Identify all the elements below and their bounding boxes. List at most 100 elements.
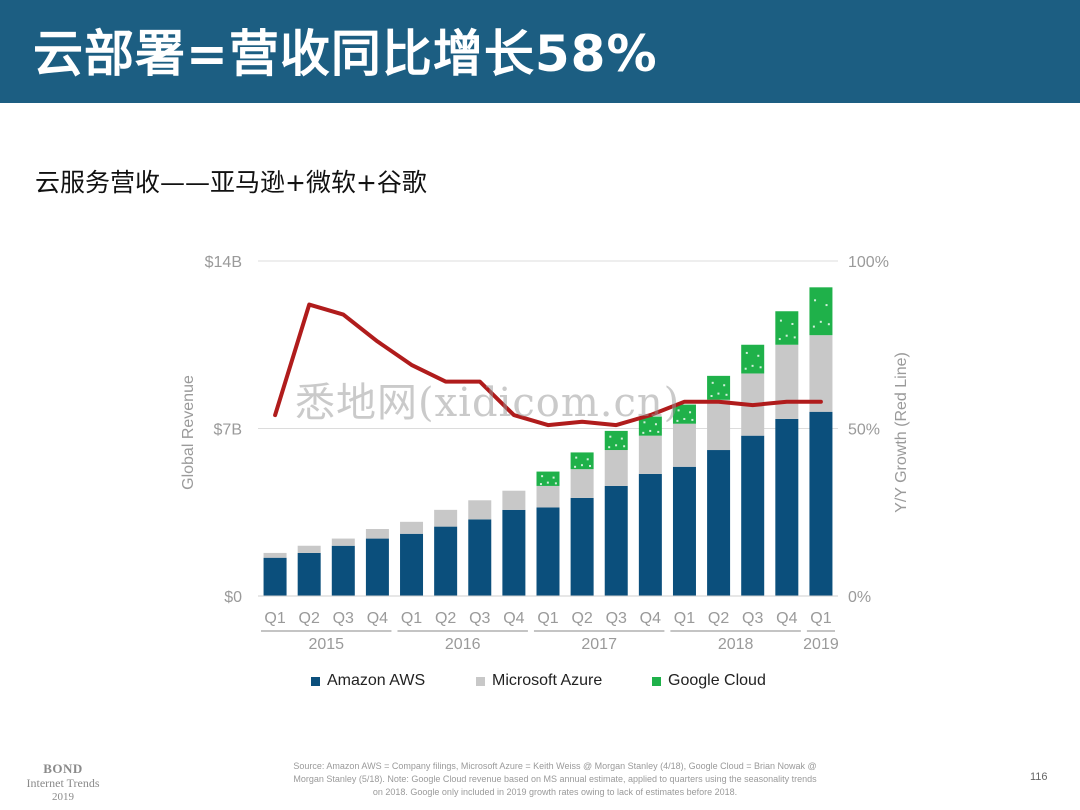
legend-label-google: Google Cloud xyxy=(668,672,766,689)
bar-azure xyxy=(775,344,799,419)
year-label: 2018 xyxy=(718,636,754,653)
x-tick-label: Q1 xyxy=(537,610,558,627)
bar-azure xyxy=(400,521,424,534)
bar-google-dot xyxy=(575,456,578,459)
x-tick-label: Q4 xyxy=(367,610,388,627)
chart-legend: Amazon AWS Microsoft Azure Google Cloud xyxy=(0,672,1080,696)
bar-google-dot xyxy=(711,381,714,384)
bar-google-dot xyxy=(642,431,645,434)
bar-google-dot xyxy=(608,446,611,449)
bar-google-dot xyxy=(546,481,549,484)
bar-google-dot xyxy=(819,320,822,323)
bond-year: 2019 xyxy=(52,791,74,803)
bar-aws xyxy=(775,418,799,596)
year-label: 2016 xyxy=(445,636,481,653)
bar-aws xyxy=(263,557,287,596)
bar-google-dot xyxy=(689,411,692,414)
bar-azure xyxy=(502,490,526,510)
bar-google-dot xyxy=(676,419,679,422)
bar-google-dot xyxy=(751,364,754,367)
year-label: 2019 xyxy=(803,636,839,653)
page-title: 云部署=营收同比增长58% xyxy=(33,25,658,83)
bar-google-dot xyxy=(541,475,544,478)
bar-google-dot xyxy=(723,384,726,387)
bar-google xyxy=(638,416,662,436)
bar-google-dot xyxy=(759,366,762,369)
y2-tick-label: 100% xyxy=(848,254,889,271)
y2-tick-label: 50% xyxy=(848,422,880,439)
x-tick-label: Q3 xyxy=(742,610,763,627)
bar-google-dot xyxy=(552,476,555,479)
bar-google-dot xyxy=(649,429,652,432)
bar-google-dot xyxy=(643,421,646,424)
bar-google-dot xyxy=(812,325,815,328)
bar-google-dot xyxy=(554,482,557,485)
bar-google-dot xyxy=(778,338,781,341)
x-tick-label: Q4 xyxy=(640,610,661,627)
bar-google-dot xyxy=(580,464,583,467)
bar-google-dot xyxy=(623,445,626,448)
bar-google-dot xyxy=(586,458,589,461)
bar-azure xyxy=(297,545,321,553)
bar-google-dot xyxy=(745,351,748,354)
x-tick-label: Q3 xyxy=(606,610,627,627)
watermark-text: 悉地网(xidicom.cn) xyxy=(295,380,681,426)
bar-google-dot xyxy=(657,430,660,433)
source-line-3: on 2018. Google only included in 2019 gr… xyxy=(372,787,738,797)
title-bar: 云部署=营收同比增长58% xyxy=(0,0,1080,103)
bar-azure xyxy=(331,538,355,546)
bar-google-dot xyxy=(539,483,542,486)
bar-google-dot xyxy=(744,367,747,370)
y-axis-title: Global Revenue xyxy=(180,375,197,490)
legend-item-google: Google Cloud xyxy=(652,672,766,690)
x-tick-label: Q1 xyxy=(264,610,285,627)
bar-aws xyxy=(672,466,696,596)
year-label: 2015 xyxy=(308,636,344,653)
bar-google-dot xyxy=(717,392,720,395)
bar-aws xyxy=(707,450,731,596)
bar-aws xyxy=(570,497,594,596)
legend-item-aws: Amazon AWS xyxy=(311,672,425,690)
bond-report: Internet Trends xyxy=(26,776,100,790)
y-tick-label: $7B xyxy=(214,422,242,439)
bar-google-dot xyxy=(825,304,828,307)
legend-label-azure: Microsoft Azure xyxy=(492,672,603,689)
bar-azure xyxy=(809,335,833,412)
bar-azure xyxy=(638,435,662,474)
y2-tick-label: 0% xyxy=(848,589,871,606)
y2-axis-title: Y/Y Growth (Red Line) xyxy=(893,352,910,513)
bar-google-dot xyxy=(793,336,796,339)
bar-google-dot xyxy=(757,354,760,357)
bar-google-dot xyxy=(574,465,577,468)
source-note: Source: Amazon AWS = Company filings, Mi… xyxy=(240,760,870,799)
bar-azure xyxy=(604,450,628,486)
bar-aws xyxy=(468,519,492,596)
bar-aws xyxy=(536,507,560,596)
bar-google-dot xyxy=(620,437,623,440)
bar-google-dot xyxy=(589,464,592,467)
bar-google-dot xyxy=(725,393,728,396)
bar-azure xyxy=(570,469,594,498)
x-tick-label: Q4 xyxy=(503,610,524,627)
bar-google-dot xyxy=(609,435,612,438)
bar-google-dot xyxy=(683,417,686,420)
bar-aws xyxy=(365,538,389,596)
bar-google-dot xyxy=(785,334,788,337)
bar-google-dot xyxy=(791,322,794,325)
bar-aws xyxy=(434,526,458,596)
bar-aws xyxy=(741,435,765,596)
bar-aws xyxy=(638,473,662,596)
year-label: 2017 xyxy=(581,636,617,653)
x-tick-label: Q2 xyxy=(571,610,592,627)
bar-google-dot xyxy=(615,444,618,447)
bar-aws xyxy=(604,485,628,596)
x-tick-label: Q2 xyxy=(299,610,320,627)
bar-aws xyxy=(331,545,355,596)
x-tick-label: Q3 xyxy=(469,610,490,627)
bond-name: BOND xyxy=(43,761,83,776)
x-tick-label: Q3 xyxy=(333,610,354,627)
bar-aws xyxy=(809,411,833,596)
bar-google xyxy=(809,287,833,336)
legend-swatch-azure xyxy=(476,676,485,686)
